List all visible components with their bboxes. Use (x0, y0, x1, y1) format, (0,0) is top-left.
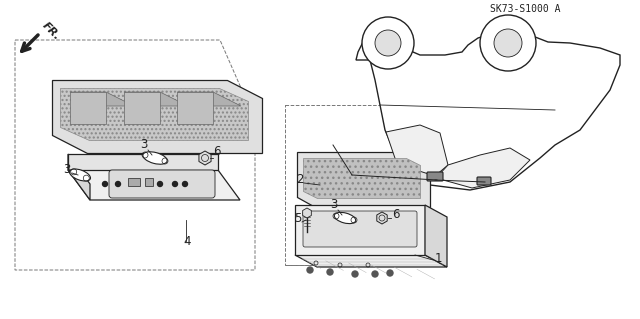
Circle shape (494, 29, 522, 57)
Text: 6: 6 (392, 208, 399, 221)
Polygon shape (70, 92, 134, 106)
Polygon shape (68, 154, 90, 200)
Circle shape (352, 271, 358, 277)
Text: 5: 5 (294, 212, 301, 225)
Text: 4: 4 (183, 235, 191, 248)
Circle shape (327, 269, 333, 275)
Polygon shape (356, 32, 620, 190)
Polygon shape (68, 170, 240, 200)
Circle shape (115, 182, 120, 187)
Text: FR.: FR. (40, 20, 61, 42)
Polygon shape (295, 255, 447, 267)
Ellipse shape (143, 152, 167, 164)
Text: 1: 1 (435, 252, 442, 265)
Text: 2: 2 (296, 173, 303, 186)
Polygon shape (386, 125, 448, 176)
Ellipse shape (70, 169, 90, 181)
Circle shape (375, 30, 401, 56)
Polygon shape (52, 80, 262, 153)
Circle shape (387, 270, 393, 276)
Polygon shape (177, 92, 213, 124)
Polygon shape (436, 148, 530, 188)
Circle shape (157, 182, 163, 187)
Text: 3: 3 (140, 138, 147, 151)
Ellipse shape (334, 212, 356, 224)
Polygon shape (124, 92, 188, 106)
Polygon shape (303, 159, 420, 198)
Circle shape (182, 182, 188, 187)
Polygon shape (295, 205, 425, 255)
FancyBboxPatch shape (109, 170, 215, 198)
Circle shape (480, 15, 536, 71)
Polygon shape (298, 152, 431, 207)
Circle shape (362, 17, 414, 69)
Polygon shape (425, 205, 447, 267)
FancyBboxPatch shape (427, 172, 443, 181)
Circle shape (307, 267, 313, 273)
Polygon shape (68, 154, 218, 170)
Text: 6: 6 (213, 145, 221, 158)
Circle shape (102, 182, 108, 187)
FancyBboxPatch shape (145, 178, 153, 186)
Text: 3: 3 (330, 198, 337, 211)
FancyBboxPatch shape (303, 211, 417, 247)
Circle shape (173, 182, 177, 187)
Circle shape (372, 271, 378, 277)
Text: 3: 3 (63, 163, 70, 176)
Text: SK73-S1000 A: SK73-S1000 A (490, 4, 561, 14)
Polygon shape (61, 88, 248, 140)
Polygon shape (177, 92, 241, 106)
FancyBboxPatch shape (128, 178, 140, 186)
Polygon shape (124, 92, 160, 124)
Polygon shape (70, 92, 106, 124)
FancyBboxPatch shape (477, 177, 491, 185)
